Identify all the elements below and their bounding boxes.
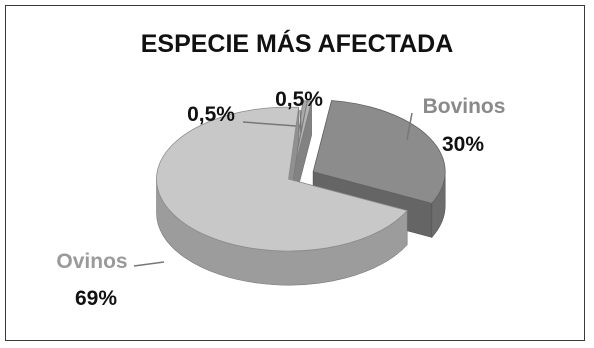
slice-name-ovinos: Ovinos <box>56 250 127 273</box>
leader-line-ovinos <box>133 261 165 267</box>
pie-slice-bovinos <box>312 100 446 239</box>
slice-label-small-2: 0,5% <box>275 88 323 111</box>
pie-slice-small-3 <box>292 100 313 207</box>
pie-slice-ovinos <box>156 106 408 286</box>
slice-label-bovinos: 30% <box>442 133 484 156</box>
leader-line-bovinos <box>406 112 413 141</box>
pie-slice-top <box>292 100 313 173</box>
pie-slice-top <box>156 106 408 252</box>
pie-slice-top <box>312 100 446 204</box>
slice-name-bovinos: Bovinos <box>423 95 506 118</box>
leader-line-small-slice-1 <box>242 121 297 127</box>
slice-label-ovinos: 69% <box>75 287 117 310</box>
slice-label-small-1: 0,5% <box>187 103 235 126</box>
leader-line-small-slice-2 <box>299 109 302 134</box>
chart-title: ESPECIE MÁS AFECTADA <box>141 29 454 58</box>
